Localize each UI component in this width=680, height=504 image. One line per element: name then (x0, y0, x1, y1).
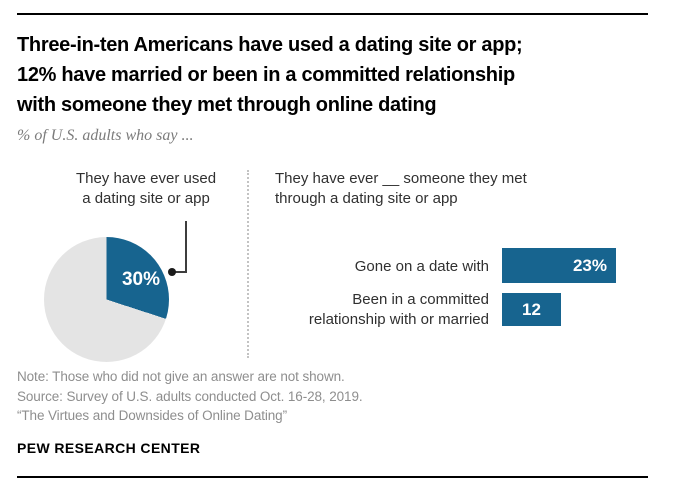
report-title-line: “The Virtues and Downsides of Online Dat… (17, 408, 287, 423)
bar-0-label-line-1: Gone on a date with (354, 258, 489, 275)
bar-value-label: 23% (572, 256, 607, 275)
bar-category-label: Gone on a date with (275, 257, 489, 277)
bar-committed-or-married: 12 (502, 293, 561, 326)
pie-chart (44, 237, 169, 362)
bar-heading-line-2: through a dating site or app (275, 189, 458, 207)
chart-title: Three-in-ten Americans have used a datin… (17, 30, 667, 120)
chart-subtitle: % of U.S. adults who say ... (17, 127, 194, 144)
note-line: Note: Those who did not give an answer a… (17, 369, 345, 384)
pie-annotation-label: They have ever used a dating site or app (40, 169, 252, 208)
pie-annotation-line-1: They have ever used (75, 170, 217, 187)
title-line-1: Three-in-ten Americans have used a datin… (17, 34, 523, 56)
title-line-2: 12% have married or been in a committed … (17, 64, 515, 86)
bar-heading-line-1: They have ever __ someone they met (275, 170, 527, 187)
bar-chart-heading: They have ever __ someone they met throu… (275, 169, 635, 208)
bar-1-label-line-1: Been in a committed (352, 291, 489, 308)
bar-value-label: 12 (522, 300, 541, 319)
bar-1-label-line-2: relationship with or married (308, 310, 489, 328)
top-rule (17, 13, 648, 15)
bottom-rule (17, 476, 648, 478)
source-line: Source: Survey of U.S. adults conducted … (17, 388, 363, 404)
callout-dot (168, 268, 176, 276)
bar-category-label: Been in a committed relationship with or… (275, 290, 489, 329)
callout-line-horizontal (174, 271, 187, 273)
footnotes: Note: Those who did not give an answer a… (17, 367, 363, 426)
section-divider (247, 170, 249, 358)
pie-annotation-line-2: a dating site or app (82, 189, 210, 207)
bar-gone-on-a-date: 23% (502, 248, 616, 283)
pie-slice-value: 30% (121, 269, 161, 290)
callout-line-vertical (185, 221, 187, 273)
pew-research-center-wordmark: PEW RESEARCH CENTER (17, 440, 201, 456)
title-line-3: with someone they met through online dat… (17, 94, 437, 116)
